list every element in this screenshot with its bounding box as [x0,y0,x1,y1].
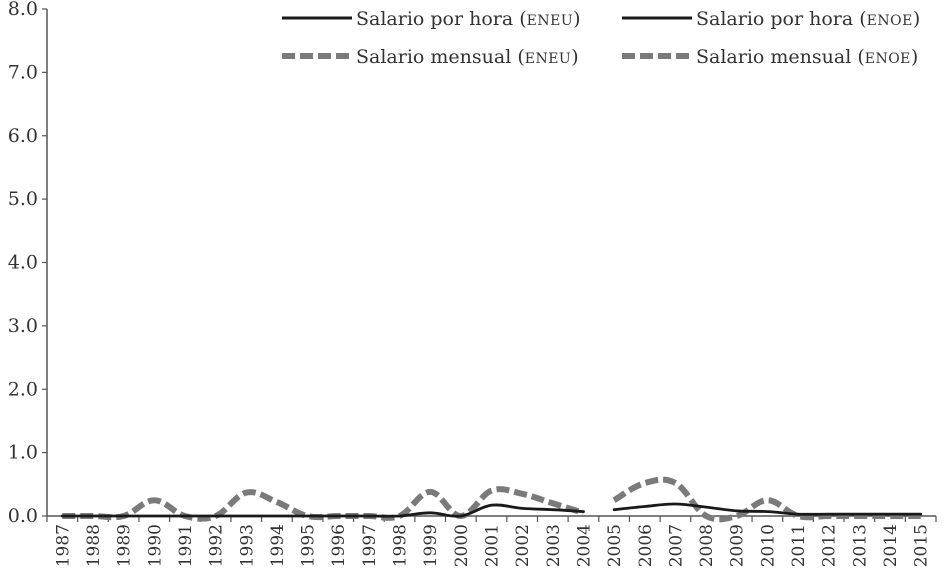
x-tick-label: 1993 [237,524,257,567]
series-lines [60,476,923,523]
x-tick-label: 1994 [268,524,288,567]
y-tick-label: 3.0 [8,315,38,337]
x-tick-label: 1999 [421,524,441,567]
x-tick-label: 1989 [115,524,135,567]
y-tick-label: 2.0 [8,378,38,400]
series-line-salario-mensual-enoe [612,476,921,523]
legend-label: Salario por hora (ENOE) [696,8,920,30]
series-line-salario-por-hora-enoe [612,502,923,516]
x-tick-label: 2015 [912,524,932,567]
x-tick-label: 1995 [299,524,319,567]
x-tick-label: 1992 [207,524,227,567]
x-tick-label: 1988 [84,524,104,567]
x-tick-label: 2013 [850,524,870,567]
x-tick-label: 1997 [360,524,380,567]
x-tick-label: 2005 [605,524,625,567]
y-tick-label: 8.0 [8,0,38,20]
x-axis: 1987 1988 1989 1990 1991 1992 1993 1994 1995 1996… [46,515,937,567]
x-tick-label: 2003 [544,524,564,567]
y-tick-label: 0.0 [8,505,38,527]
x-tick-label: 2008 [697,524,717,567]
series-line-salario-por-hora-eneu [60,503,585,518]
legend-label: Salario mensual (ENEU) [356,46,579,68]
x-tick-label: 1998 [391,524,411,567]
legend-label: Salario mensual (ENOE) [696,46,918,68]
x-tick-label: 1987 [53,524,73,567]
y-tick-label: 4.0 [8,252,38,274]
x-tick-label: 1991 [176,524,196,567]
x-tick-label: 2002 [513,524,533,567]
x-tick-label: 2007 [666,524,686,567]
x-tick-label: 1990 [145,524,165,567]
y-tick-label: 5.0 [8,188,38,210]
x-tick-label: 2011 [789,524,809,567]
y-tick-label: 6.0 [8,125,38,147]
x-tick-label: 2010 [758,524,778,567]
legend-label: Salario por hora (ENEU) [356,8,581,30]
y-axis: 0.0 1.0 2.0 3.0 4.0 5.0 6.0 7.0 8.0 [8,0,48,527]
y-tick-label: 7.0 [8,61,38,83]
x-tick-label: 2001 [483,524,503,567]
x-tick-label: 2009 [728,524,748,567]
x-tick-label: 2014 [881,524,901,567]
x-tick-label: 2000 [452,524,472,567]
legend: Salario por hora (ENEU) Salario mensual (… [282,8,920,68]
x-tick-label: 2006 [636,524,656,567]
x-tick-label: 2012 [820,524,840,567]
y-tick-label: 1.0 [8,442,38,464]
x-tick-label: 2004 [574,524,594,567]
series-line-salario-mensual-eneu [62,486,585,522]
x-tick-label: 1996 [329,524,349,567]
